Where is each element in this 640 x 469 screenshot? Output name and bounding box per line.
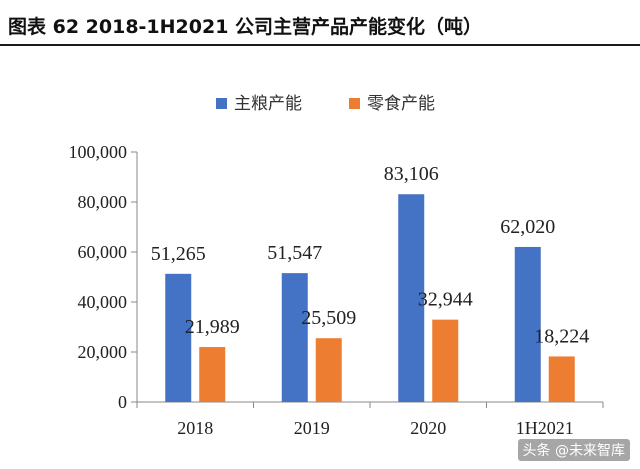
title-bar: 图表 62 2018-1H2021 公司主营产品产能变化（吨） [0, 0, 640, 46]
legend-label-0: 主粮产能 [234, 94, 302, 114]
legend-label-1: 零食产能 [367, 94, 435, 114]
data-label-0-1: 51,547 [267, 242, 322, 264]
data-label-1-0: 21,989 [185, 316, 240, 338]
x-tick-label-0: 2018 [177, 418, 213, 438]
bar-0-0 [165, 273, 192, 402]
y-tick-label-3: 60,000 [78, 242, 128, 262]
chart-title: 图表 62 2018-1H2021 公司主营产品产能变化（吨） [8, 16, 483, 38]
x-tick-label-3: 1H2021 [516, 418, 574, 438]
data-label-1-1: 25,509 [301, 307, 356, 329]
title-rule [0, 44, 640, 46]
bar-1-3 [548, 356, 575, 402]
data-label-0-3: 62,020 [500, 216, 555, 238]
bar-1-0 [199, 347, 226, 402]
y-tick-label-0: 0 [118, 392, 127, 412]
x-tick-label-2: 2020 [410, 418, 446, 438]
bar-0-3 [514, 246, 541, 402]
data-label-0-2: 83,106 [384, 163, 439, 185]
legend-swatch-1 [349, 98, 360, 109]
legend-swatch-0 [216, 98, 227, 109]
watermark: 头条 @未来智库 [517, 439, 630, 461]
y-tick-label-5: 100,000 [69, 142, 128, 162]
y-tick-label-1: 20,000 [78, 342, 128, 362]
bar-1-2 [432, 319, 459, 402]
bar-0-2 [398, 194, 425, 402]
data-label-0-0: 51,265 [151, 243, 206, 265]
bar-1-1 [315, 338, 342, 402]
data-label-1-2: 32,944 [418, 289, 473, 311]
y-tick-label-2: 40,000 [78, 292, 128, 312]
x-tick-label-1: 2019 [294, 418, 330, 438]
bar-0-1 [281, 273, 308, 402]
data-label-1-3: 18,224 [534, 325, 589, 347]
y-tick-label-4: 80,000 [78, 192, 128, 212]
